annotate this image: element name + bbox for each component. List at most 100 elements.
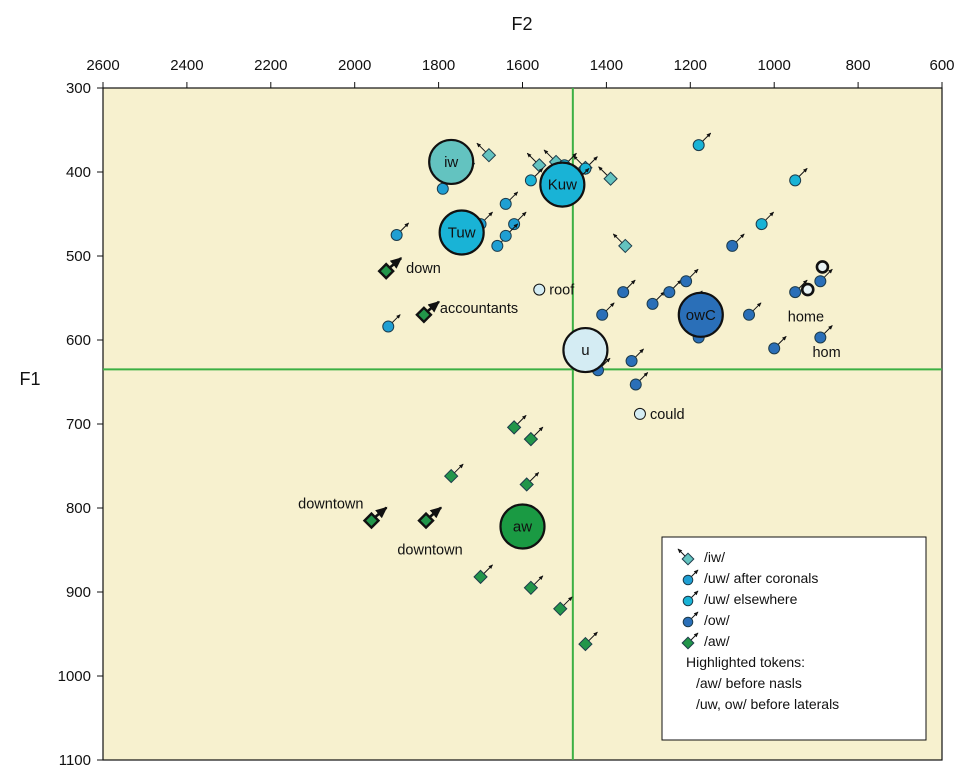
data-point bbox=[755, 211, 774, 231]
point-arrow bbox=[690, 632, 699, 641]
data-point bbox=[680, 268, 699, 288]
y-tick-label: 700 bbox=[66, 416, 91, 433]
circle-point bbox=[680, 275, 693, 288]
data-point bbox=[506, 415, 527, 435]
legend-note: Highlighted tokens: bbox=[686, 654, 805, 670]
circle-point bbox=[814, 331, 827, 344]
point-arrow bbox=[508, 223, 519, 234]
legend-note: /uw, ow/ before laterals bbox=[696, 696, 839, 712]
circle-point bbox=[692, 139, 705, 152]
y-axis-label: F1 bbox=[19, 369, 40, 389]
series-aw bbox=[443, 415, 598, 652]
mean-label: Kuw bbox=[548, 177, 577, 194]
diamond-point bbox=[443, 468, 459, 484]
point-arrow bbox=[638, 372, 649, 382]
point-arrow bbox=[600, 357, 611, 368]
x-axis-ticks: 2600 2400 2200 2000 1800 1600 1400 1200 1000 800 6… bbox=[86, 57, 955, 88]
point-arrow bbox=[690, 569, 699, 578]
data-point bbox=[596, 302, 615, 321]
circle-point bbox=[800, 282, 815, 297]
y-tick-label: 300 bbox=[66, 80, 91, 97]
data-point bbox=[789, 279, 808, 299]
data-point bbox=[443, 463, 464, 484]
data-point bbox=[473, 564, 493, 585]
highlight-lateral: could bbox=[633, 407, 685, 423]
circle-point bbox=[524, 174, 537, 187]
legend-entry: /iw/ bbox=[677, 548, 725, 566]
legend-label: /uw/ after coronals bbox=[704, 570, 818, 586]
circle-point bbox=[755, 218, 768, 231]
highlight-aw-nasal: accountants bbox=[415, 300, 518, 324]
point-arrow bbox=[822, 325, 833, 335]
x-tick-label: 2400 bbox=[170, 57, 203, 74]
mean-circle bbox=[562, 326, 609, 374]
point-arrow bbox=[390, 314, 401, 324]
point-arrow bbox=[483, 564, 493, 575]
data-point bbox=[476, 142, 497, 163]
diamond-point bbox=[578, 636, 593, 652]
data-point bbox=[629, 372, 649, 391]
data-point bbox=[743, 302, 762, 321]
circle-point bbox=[814, 275, 827, 288]
circle-point bbox=[633, 407, 646, 420]
diamond-point bbox=[473, 569, 488, 585]
point-arrow bbox=[690, 590, 699, 599]
x-axis-label: F2 bbox=[511, 14, 532, 34]
legend: /iw/ /uw/ after coronals/uw/ elsewhere/ow… bbox=[661, 536, 927, 741]
point-arrow bbox=[516, 415, 527, 425]
diamond-point bbox=[481, 147, 497, 163]
circle-point bbox=[390, 229, 403, 241]
point-arrow bbox=[822, 268, 833, 279]
circle-point bbox=[499, 229, 512, 242]
data-point bbox=[578, 631, 598, 652]
x-tick-label: 2200 bbox=[254, 57, 287, 74]
point-arrow bbox=[426, 300, 440, 313]
point-arrow bbox=[634, 348, 644, 359]
data-point bbox=[524, 168, 544, 187]
mean-iw: iw bbox=[428, 138, 475, 186]
highlighted-tokens: down accountants downtown downtown roof could… bbox=[298, 257, 841, 559]
point-arrow bbox=[797, 168, 808, 178]
y-tick-label: 900 bbox=[66, 584, 91, 601]
legend-note: /aw/ before nasls bbox=[696, 675, 802, 691]
point-arrow bbox=[562, 596, 573, 607]
circle-point bbox=[617, 286, 630, 299]
legend-label: /uw/ elsewhere bbox=[704, 591, 798, 607]
point-arrow bbox=[508, 191, 519, 202]
diamond-point bbox=[603, 171, 618, 186]
diamond-point bbox=[519, 477, 534, 492]
x-tick-label: 1000 bbox=[758, 57, 791, 74]
legend-entry: /uw/ after coronals bbox=[682, 569, 818, 586]
point-arrow bbox=[776, 336, 787, 346]
point-arrow bbox=[671, 279, 682, 290]
legend-entry: /uw/ elsewhere bbox=[682, 590, 798, 607]
data-point bbox=[663, 279, 682, 299]
data-point bbox=[519, 472, 540, 492]
point-arrow bbox=[598, 166, 608, 177]
highlight-aw-nasal: downtown bbox=[397, 506, 463, 559]
circle-point bbox=[596, 308, 609, 321]
diamond-point bbox=[618, 238, 633, 254]
point-arrow bbox=[373, 506, 388, 519]
point-arrow bbox=[751, 302, 762, 313]
data-point bbox=[598, 166, 618, 186]
data-point bbox=[499, 191, 519, 210]
mean-circle bbox=[499, 503, 546, 550]
y-tick-label: 500 bbox=[66, 248, 91, 265]
diamond-point bbox=[681, 636, 695, 650]
circle-point bbox=[629, 378, 642, 391]
data-point bbox=[390, 222, 410, 241]
mean-circle bbox=[677, 291, 724, 338]
point-arrow bbox=[588, 156, 598, 166]
x-tick-label: 1600 bbox=[506, 57, 539, 74]
highlight-label: hom bbox=[812, 345, 840, 361]
highlight-label: downtown bbox=[397, 543, 462, 559]
circle-point bbox=[789, 286, 802, 299]
mean-label: u bbox=[581, 342, 589, 359]
highlight-aw-nasal: downtown bbox=[298, 497, 388, 530]
point-arrow bbox=[533, 575, 544, 586]
diamond-point bbox=[523, 431, 539, 447]
mean-label: aw bbox=[513, 518, 532, 535]
highlight-label: accountants bbox=[440, 301, 518, 317]
